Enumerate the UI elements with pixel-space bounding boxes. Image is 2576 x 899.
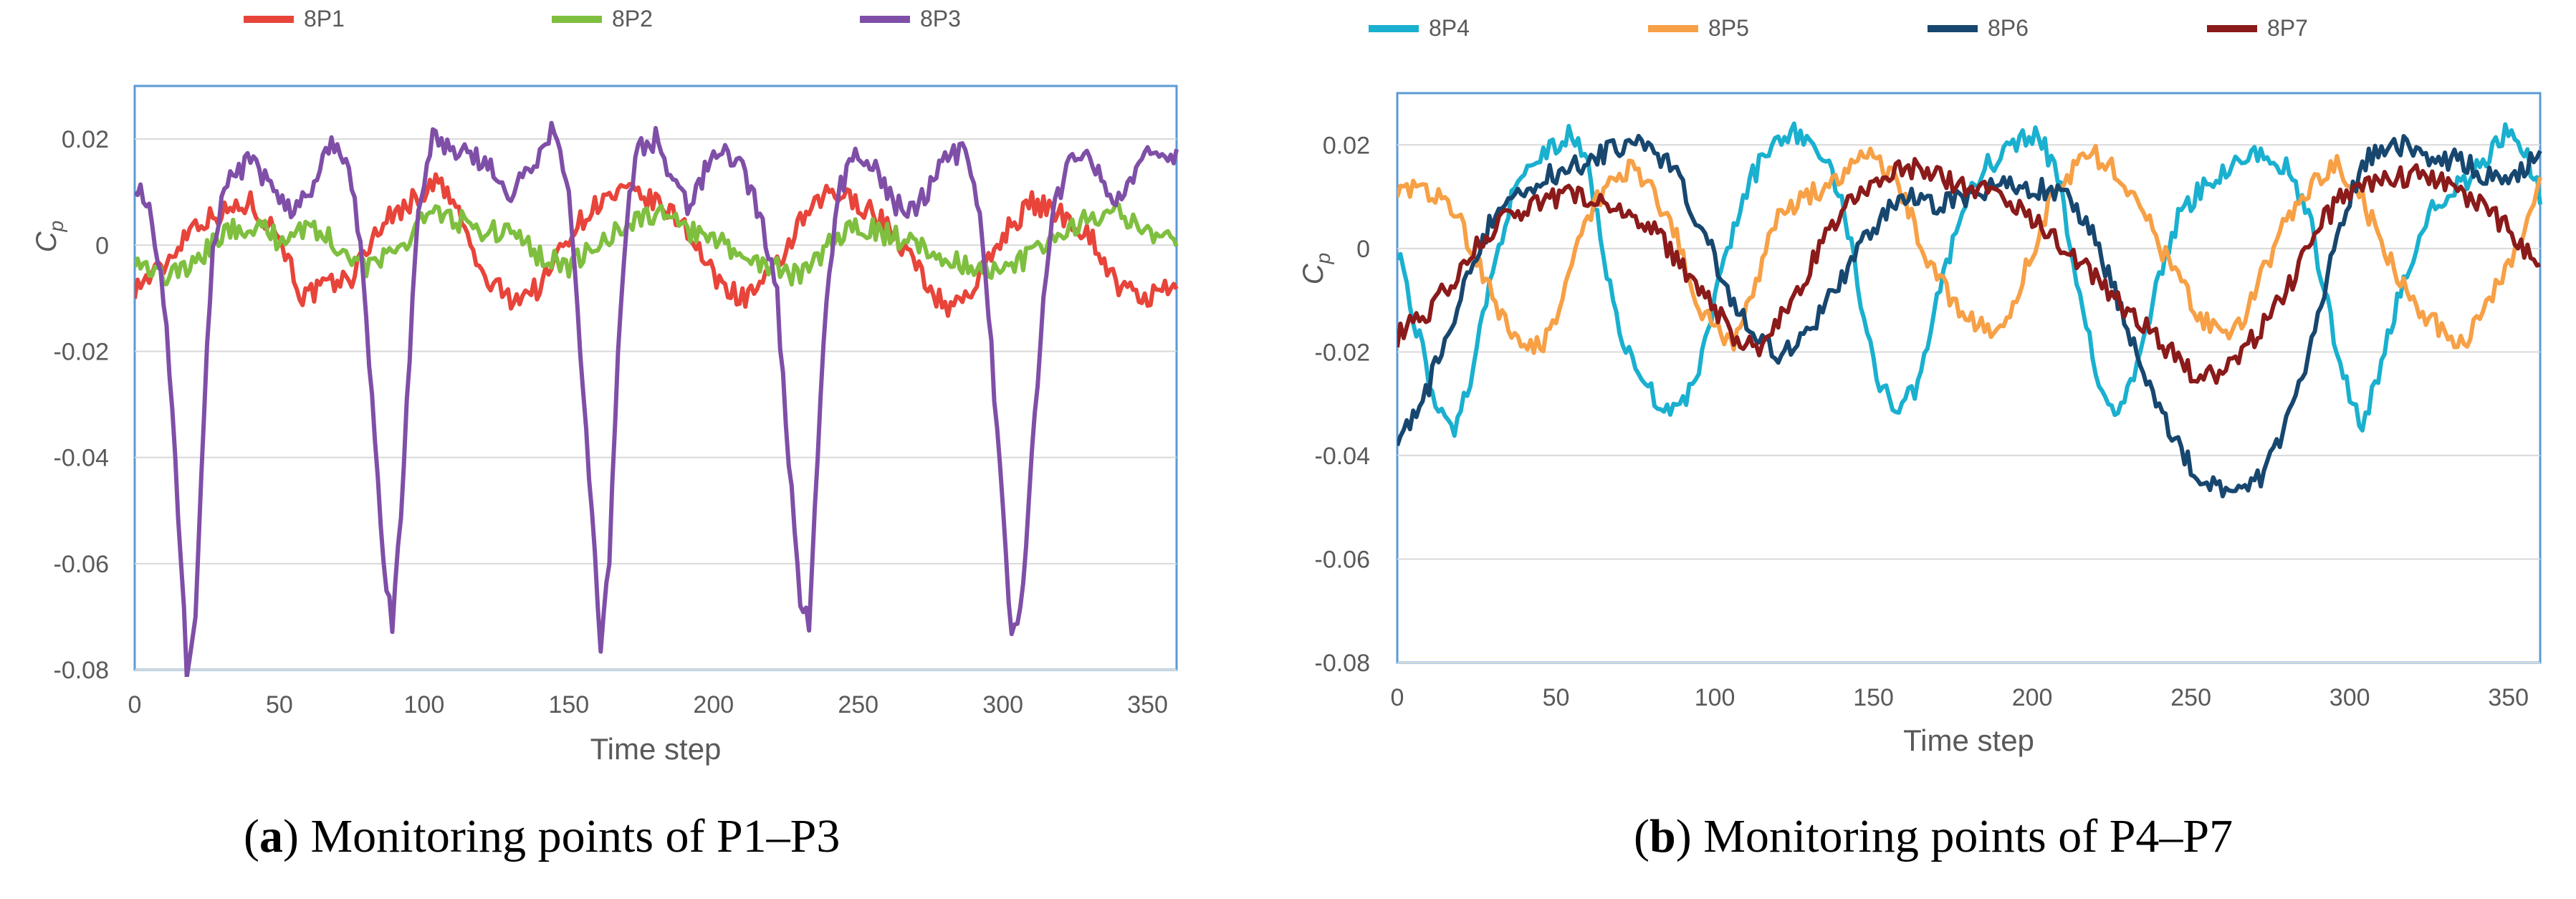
x-tick-label: 50	[1543, 684, 1570, 711]
legend-label-8P3: 8P3	[920, 6, 961, 32]
x-tick-label: 200	[693, 691, 734, 718]
y-tick-label: 0	[1356, 236, 1370, 263]
x-axis-title: Time step	[590, 732, 722, 766]
caption-b: (b) Monitoring points of P4–P7	[1634, 810, 2233, 862]
x-tick-label: 250	[838, 691, 878, 718]
x-tick-label: 0	[128, 691, 142, 718]
series-line-8P1	[135, 172, 1179, 318]
x-tick-label: 350	[2488, 684, 2529, 711]
y-tick-label: 0	[95, 232, 109, 259]
series-line-8P2	[135, 202, 1179, 287]
y-tick-label: -0.08	[1315, 650, 1371, 677]
y-axis-title: Cp	[31, 221, 67, 252]
series-line-8P3	[135, 120, 1179, 677]
legend-label-8P7: 8P7	[2267, 15, 2308, 41]
plot-area-border	[133, 85, 1178, 671]
legend-label-8P6: 8P6	[1988, 15, 2029, 41]
legend-label-8P5: 8P5	[1708, 15, 1749, 41]
series-line-8P7	[1397, 157, 2542, 385]
legend-label-8P2: 8P2	[612, 6, 653, 32]
x-tick-label: 100	[1695, 684, 1735, 711]
y-axis-title: Cp	[1298, 253, 1334, 284]
y-tick-label: -0.04	[54, 445, 110, 472]
caption-b-letter: b	[1649, 810, 1676, 862]
y-tick-label: -0.02	[54, 338, 110, 365]
y-tick-label: -0.04	[1315, 443, 1371, 470]
legend-label-8P1: 8P1	[304, 6, 345, 32]
caption-a: (a) Monitoring points of P1–P3	[244, 810, 841, 862]
caption-a-letter: a	[259, 810, 283, 862]
x-axis-title: Time step	[1903, 723, 2034, 757]
legend-label-8P4: 8P4	[1429, 15, 1470, 41]
x-tick-label: 350	[1127, 691, 1168, 718]
x-tick-label: 300	[2330, 684, 2370, 711]
caption-a-text: Monitoring points of P1–P3	[310, 810, 841, 862]
x-tick-label: 100	[404, 691, 445, 718]
y-tick-label: -0.08	[54, 657, 110, 684]
x-tick-label: 300	[982, 691, 1023, 718]
y-tick-label: -0.02	[1315, 339, 1371, 366]
x-tick-label: 150	[548, 691, 589, 718]
x-tick-label: 150	[1853, 684, 1894, 711]
y-tick-label: -0.06	[1315, 546, 1371, 573]
chart-panel-b: 0.02 0 -0.02 -0.04 -0.06 -0.08 0 50 100 150 200 250…	[1290, 0, 2576, 899]
chart-b-svg: 0.02 0 -0.02 -0.04 -0.06 -0.08 0 50 100 150 200 250…	[1298, 15, 2542, 757]
caption-b-text: Monitoring points of P4–P7	[1703, 810, 2233, 862]
chart-panel-a: 0.02 0 -0.02 -0.04 -0.06 -0.08 0 50 100 150 200 250…	[0, 0, 1247, 899]
chart-a-svg: 0.02 0 -0.02 -0.04 -0.06 -0.08 0 50 100 150 200 250…	[31, 6, 1179, 766]
x-tick-label: 0	[1391, 684, 1404, 711]
y-tick-label: -0.06	[54, 551, 110, 578]
x-tick-label: 250	[2170, 684, 2211, 711]
y-tick-label: 0.02	[1323, 132, 1370, 159]
x-tick-label: 200	[2012, 684, 2053, 711]
y-tick-label: 0.02	[62, 126, 109, 153]
series-line-8P5	[1397, 143, 2542, 355]
x-tick-label: 50	[266, 691, 293, 718]
